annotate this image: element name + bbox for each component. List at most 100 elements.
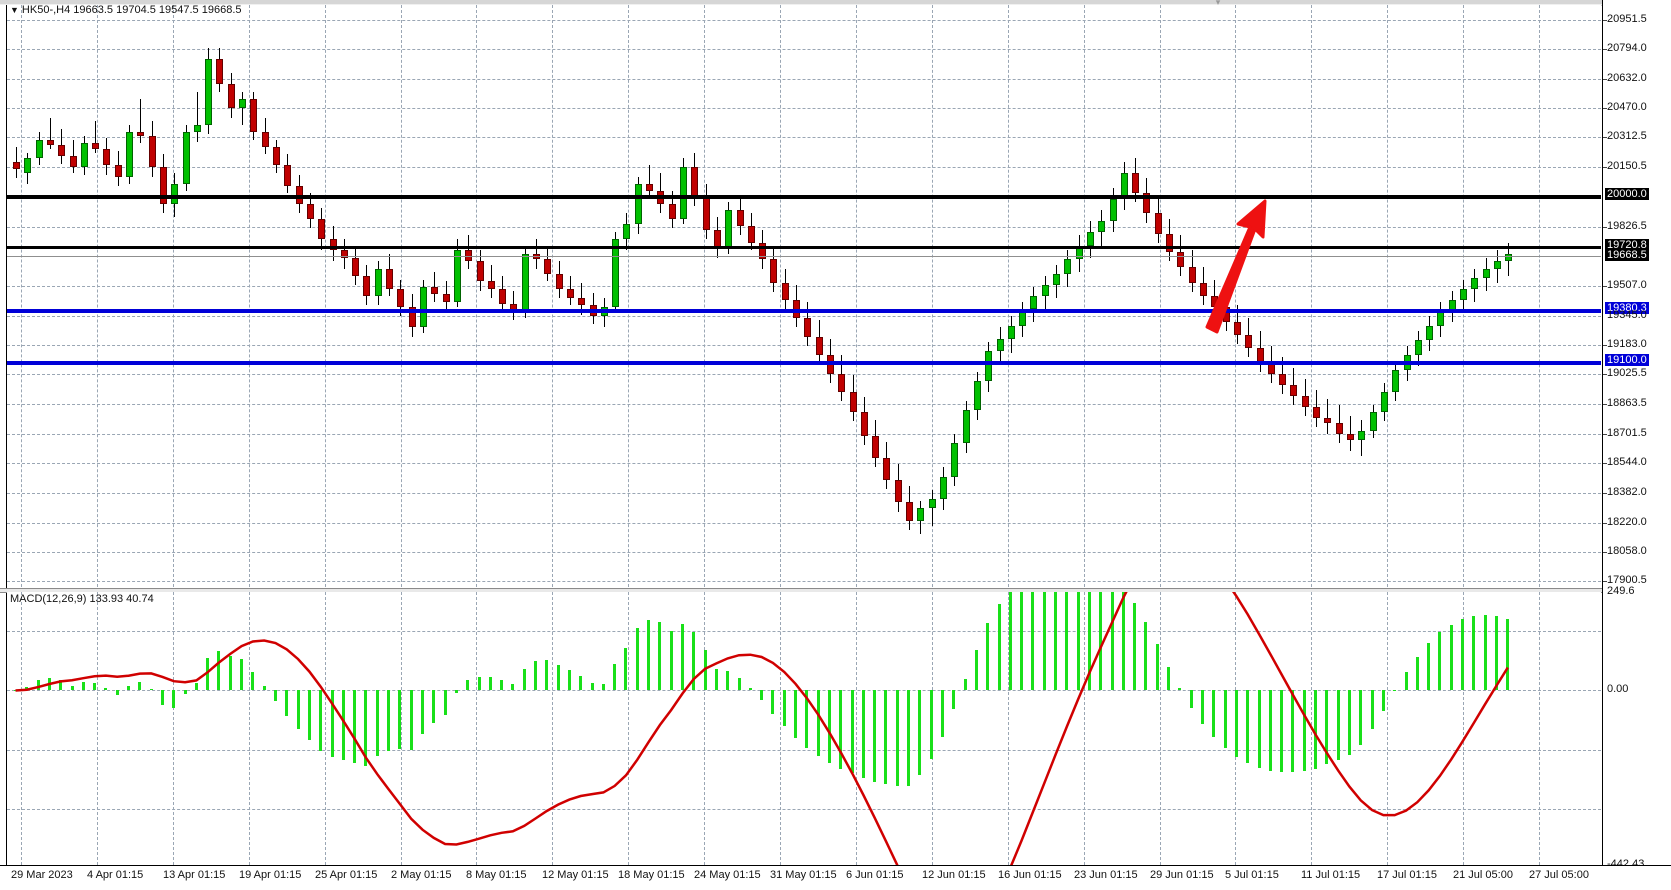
macd-histogram-bar bbox=[1133, 602, 1137, 691]
macd-histogram-bar bbox=[217, 651, 221, 691]
candlestick bbox=[657, 5, 665, 587]
macd-histogram-bar bbox=[1404, 672, 1408, 691]
candlestick bbox=[1414, 5, 1423, 587]
scrollbar-thumb[interactable] bbox=[0, 0, 1671, 4]
candle-body bbox=[1098, 220, 1106, 232]
candlestick bbox=[1437, 5, 1445, 587]
macd-histogram-bar bbox=[895, 690, 899, 787]
price-axis-label: 20951.5 bbox=[1607, 12, 1647, 25]
macd-histogram-bar bbox=[398, 690, 402, 750]
macd-histogram-bar bbox=[658, 622, 662, 691]
macd-histogram-bar bbox=[1393, 690, 1397, 692]
candlestick bbox=[363, 5, 371, 587]
candlestick bbox=[1030, 5, 1038, 587]
candle-body bbox=[973, 380, 981, 411]
candle-body bbox=[148, 136, 156, 168]
level-line-19720.8[interactable] bbox=[7, 246, 1601, 250]
candle-body bbox=[1324, 417, 1332, 424]
macd-histogram-bar bbox=[262, 686, 266, 691]
price-axis-label: 20150.5 bbox=[1607, 160, 1647, 173]
macd-histogram-bar bbox=[579, 676, 583, 691]
candle-body bbox=[815, 336, 823, 356]
gridline-horizontal bbox=[7, 552, 1601, 554]
macd-histogram-bar bbox=[274, 690, 277, 701]
price-chart-panel[interactable] bbox=[7, 5, 1601, 587]
level-line-19380.3[interactable] bbox=[7, 309, 1601, 314]
level-line-19100[interactable] bbox=[7, 360, 1601, 365]
candlestick bbox=[951, 5, 959, 587]
macd-histogram-bar bbox=[1461, 619, 1465, 691]
date-axis-label: 2 May 01:15 bbox=[391, 869, 452, 881]
candle-body bbox=[736, 209, 744, 227]
date-axis-label: 5 Jul 01:15 bbox=[1225, 869, 1279, 881]
macd-histogram-bar bbox=[1302, 690, 1306, 771]
level-line-20000[interactable] bbox=[7, 194, 1601, 199]
macd-histogram-bar bbox=[251, 672, 255, 691]
macd-histogram-bar bbox=[477, 677, 481, 691]
macd-histogram-bar bbox=[680, 624, 684, 691]
price-axis[interactable]: 20951.5 20794.0 20632.0 20470.0 20312.5 20150… bbox=[1602, 0, 1671, 870]
candle-body bbox=[284, 165, 292, 186]
date-axis-label: 17 Jul 01:15 bbox=[1377, 869, 1437, 881]
macd-histogram-bar bbox=[861, 690, 865, 778]
candle-body bbox=[555, 274, 563, 289]
chevron-down-icon[interactable]: ▼ bbox=[10, 5, 19, 15]
gridline-vertical bbox=[856, 592, 857, 865]
candle-body bbox=[544, 259, 552, 275]
candlestick bbox=[1505, 5, 1513, 587]
candlestick bbox=[894, 5, 903, 587]
candle-body bbox=[1279, 373, 1287, 385]
candlestick bbox=[793, 5, 801, 587]
candlestick bbox=[1188, 5, 1197, 587]
gridline-horizontal bbox=[7, 749, 1601, 751]
macd-chart-panel[interactable] bbox=[7, 592, 1601, 865]
candlestick bbox=[1064, 5, 1072, 587]
candlestick bbox=[838, 5, 846, 587]
date-axis[interactable]: 29 Mar 2023 4 Apr 01:15 13 Apr 01:15 19 Apr… bbox=[0, 865, 1671, 890]
macd-histogram-bar bbox=[997, 603, 1001, 691]
level-line-19668.5[interactable] bbox=[7, 255, 1601, 257]
candlestick bbox=[453, 5, 462, 587]
candle-body bbox=[80, 143, 88, 168]
macd-histogram-bar bbox=[1054, 592, 1058, 691]
gridline-horizontal bbox=[7, 581, 1601, 583]
macd-histogram-bar bbox=[104, 687, 108, 691]
candle-body bbox=[1200, 283, 1208, 297]
gridline-vertical bbox=[856, 5, 857, 587]
macd-histogram-bar bbox=[500, 680, 504, 691]
candle-wick bbox=[95, 121, 97, 153]
macd-histogram-bar bbox=[81, 682, 85, 691]
candlestick bbox=[126, 5, 134, 587]
candlestick bbox=[1301, 5, 1310, 587]
gridline-vertical bbox=[1387, 592, 1388, 865]
candle-body bbox=[725, 209, 733, 249]
date-axis-label: 29 Mar 2023 bbox=[11, 869, 73, 881]
candlestick bbox=[227, 5, 236, 587]
price-axis-label: 18220.0 bbox=[1607, 515, 1647, 528]
gridline-horizontal bbox=[7, 137, 1601, 139]
candlestick bbox=[171, 5, 179, 587]
date-axis-label: 18 May 01:15 bbox=[618, 869, 685, 881]
macd-axis-label: 0.00 bbox=[1607, 683, 1629, 696]
candle-body bbox=[1233, 321, 1241, 335]
candlestick bbox=[906, 5, 914, 587]
macd-histogram-bar bbox=[1427, 643, 1431, 691]
candle-body bbox=[1053, 274, 1061, 286]
gridline-vertical bbox=[1160, 592, 1161, 865]
candlestick bbox=[996, 5, 1005, 587]
gridline-vertical bbox=[476, 5, 477, 587]
candlestick bbox=[408, 5, 417, 587]
candle-body bbox=[329, 239, 337, 251]
candle-body bbox=[623, 224, 631, 240]
macd-histogram-bar bbox=[511, 684, 515, 691]
macd-histogram-bar bbox=[1325, 690, 1329, 765]
candlestick bbox=[781, 5, 790, 587]
candlestick bbox=[725, 5, 733, 587]
gridline-vertical bbox=[21, 592, 22, 865]
axis-tick-mark bbox=[1603, 581, 1607, 583]
candle-body bbox=[1313, 406, 1321, 418]
candle-wick bbox=[1327, 399, 1329, 435]
axis-tick-mark bbox=[1603, 108, 1607, 110]
candlestick bbox=[759, 5, 767, 587]
candlestick bbox=[205, 5, 213, 587]
